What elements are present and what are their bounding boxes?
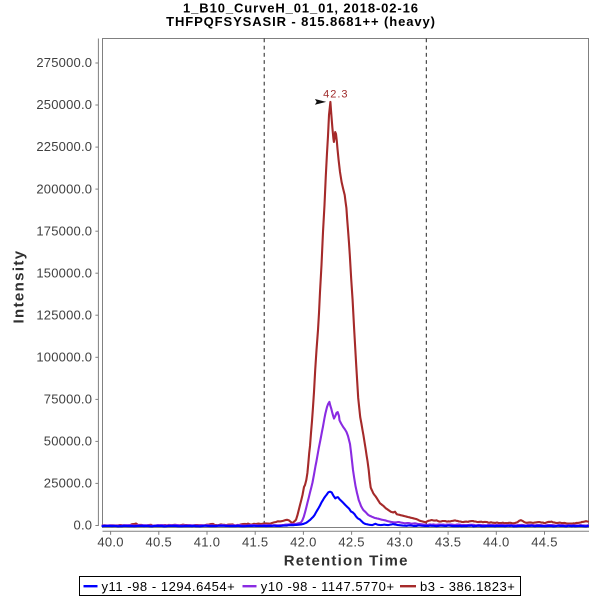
svg-text:41.0: 41.0 bbox=[194, 534, 221, 549]
svg-text:250000.0: 250000.0 bbox=[36, 97, 92, 112]
svg-text:225000.0: 225000.0 bbox=[36, 139, 92, 154]
svg-text:125000.0: 125000.0 bbox=[36, 307, 92, 322]
svg-text:275000.0: 275000.0 bbox=[36, 55, 92, 70]
svg-text:42.0: 42.0 bbox=[290, 534, 317, 549]
svg-text:40.0: 40.0 bbox=[97, 534, 124, 549]
svg-text:THFPQFSYSASIR - 815.8681++ (he: THFPQFSYSASIR - 815.8681++ (heavy) bbox=[166, 14, 436, 29]
svg-text:150000.0: 150000.0 bbox=[36, 265, 92, 280]
svg-text:100000.0: 100000.0 bbox=[36, 350, 92, 365]
svg-text:43.5: 43.5 bbox=[435, 534, 462, 549]
svg-text:50000.0: 50000.0 bbox=[44, 434, 92, 449]
svg-text:44.5: 44.5 bbox=[531, 534, 558, 549]
svg-text:43.0: 43.0 bbox=[387, 534, 414, 549]
svg-text:Retention Time: Retention Time bbox=[284, 553, 409, 570]
svg-text:42.3: 42.3 bbox=[323, 89, 348, 101]
svg-text:Intensity: Intensity bbox=[11, 249, 28, 323]
svg-text:25000.0: 25000.0 bbox=[44, 476, 92, 491]
svg-text:y10 -98 - 1147.5770+: y10 -98 - 1147.5770+ bbox=[261, 579, 395, 594]
svg-text:200000.0: 200000.0 bbox=[36, 181, 92, 196]
svg-text:175000.0: 175000.0 bbox=[36, 223, 92, 238]
svg-text:y11 -98 - 1294.6454+: y11 -98 - 1294.6454+ bbox=[102, 579, 236, 594]
svg-text:44.0: 44.0 bbox=[483, 534, 510, 549]
svg-text:1_B10_CurveH_01_01, 2018-02-16: 1_B10_CurveH_01_01, 2018-02-16 bbox=[183, 0, 419, 15]
svg-text:0.0: 0.0 bbox=[74, 518, 93, 533]
svg-text:75000.0: 75000.0 bbox=[44, 392, 92, 407]
svg-text:b3 - 386.1823+: b3 - 386.1823+ bbox=[420, 579, 515, 594]
svg-text:40.5: 40.5 bbox=[146, 534, 173, 549]
svg-text:41.5: 41.5 bbox=[242, 534, 269, 549]
svg-text:42.5: 42.5 bbox=[338, 534, 365, 549]
